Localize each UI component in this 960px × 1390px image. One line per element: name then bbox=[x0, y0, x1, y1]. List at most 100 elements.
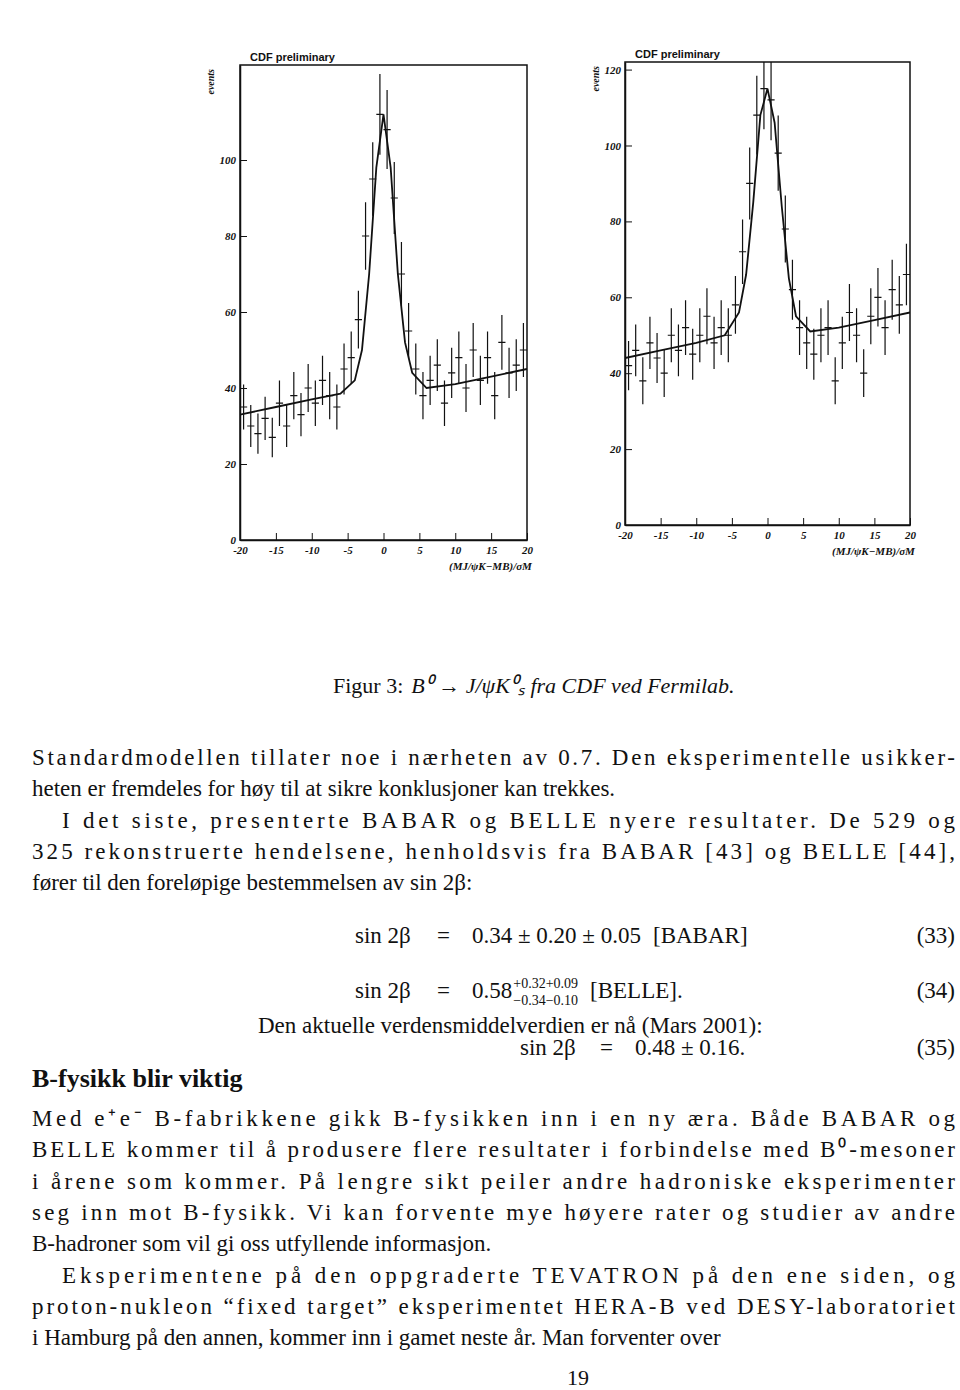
error-bar-point bbox=[419, 372, 426, 419]
x-tick-mark bbox=[527, 533, 528, 540]
y-axis-title: events bbox=[205, 69, 216, 95]
error-bar-point bbox=[462, 364, 469, 412]
equation-relation: = bbox=[600, 1035, 613, 1060]
y-tick: 80 bbox=[225, 230, 247, 242]
x-tick-label: 10 bbox=[450, 544, 462, 556]
x-tick-mark bbox=[276, 533, 277, 540]
x-tick: -15 bbox=[269, 533, 284, 556]
error-bar-point bbox=[455, 331, 462, 383]
equation-rhs: 0.34 ± 0.20 ± 0.05 bbox=[472, 923, 641, 948]
x-tick-mark bbox=[384, 533, 385, 540]
equation-lhs: sin 2β bbox=[355, 923, 411, 948]
error-bar-point bbox=[498, 315, 505, 370]
y-tick-label: 0 bbox=[231, 534, 237, 546]
text-line: BELLE kommer til å produsere flere resul… bbox=[32, 1137, 955, 1162]
page: -20-15-10-505101520020406080100CDF preli… bbox=[0, 0, 960, 1390]
x-tick-mark bbox=[732, 518, 733, 525]
x-tick-mark bbox=[455, 533, 456, 540]
error-bar-point bbox=[355, 291, 362, 349]
error-bar-point bbox=[470, 323, 477, 377]
text-line: 325 rekonstruerte hendelsene, henholdsvi… bbox=[32, 839, 955, 864]
x-tick: 20 bbox=[521, 533, 534, 556]
text-line: i Hamburg på den annen, kommer inn i gam… bbox=[32, 1325, 721, 1350]
error-bar-point bbox=[625, 341, 632, 390]
error-bar-point bbox=[398, 242, 405, 306]
error-bar-point bbox=[782, 196, 789, 263]
x-tick: 20 bbox=[904, 518, 917, 541]
y-tick-label: 20 bbox=[224, 458, 237, 470]
x-tick-label: -15 bbox=[269, 544, 284, 556]
error-bar-point bbox=[632, 325, 639, 377]
y-tick-mark bbox=[625, 70, 632, 71]
y-tick: 0 bbox=[616, 519, 633, 531]
x-tick-mark bbox=[874, 518, 875, 525]
error-bar-point bbox=[639, 357, 646, 404]
equation-rhs: 0.48 ± 0.16. bbox=[635, 1035, 745, 1060]
error-bar-point bbox=[711, 317, 718, 369]
y-tick: 60 bbox=[225, 306, 247, 318]
y-tick-mark bbox=[625, 297, 632, 298]
error-bar-point bbox=[846, 284, 853, 341]
x-tick-label: 15 bbox=[869, 529, 881, 541]
error-bar-point bbox=[810, 329, 817, 380]
y-axis-line bbox=[625, 63, 627, 526]
error-bar-point bbox=[333, 385, 340, 430]
x-tick-label: 20 bbox=[904, 529, 917, 541]
x-tick-label: 10 bbox=[834, 529, 846, 541]
x-axis: -20-15-10-505101520 bbox=[618, 518, 916, 541]
y-tick-label: 40 bbox=[224, 382, 237, 394]
y-tick-label: 120 bbox=[605, 64, 622, 76]
error-bar-point bbox=[434, 339, 441, 391]
x-tick: 15 bbox=[486, 533, 498, 556]
error-bar-point bbox=[491, 372, 498, 419]
x-tick-mark bbox=[696, 518, 697, 525]
x-tick: -10 bbox=[305, 533, 320, 556]
x-tick-mark bbox=[312, 533, 313, 540]
x-tick-mark bbox=[661, 518, 662, 525]
marks bbox=[240, 74, 527, 457]
x-tick-mark bbox=[910, 518, 911, 525]
equation-number: (34) bbox=[917, 978, 955, 1003]
section-heading: B-fysikk blir viktig bbox=[32, 1064, 242, 1093]
equation-lhs: sin 2β bbox=[520, 1035, 576, 1060]
error-bar-point bbox=[796, 300, 803, 355]
error-bar-point bbox=[889, 260, 896, 320]
error-bar-point bbox=[283, 405, 290, 447]
error-bar-point bbox=[817, 308, 824, 362]
caption-text: B⁰ → J/ψK⁰ₛ fra CDF ved Fermilab. bbox=[411, 673, 734, 698]
error-bar-point bbox=[903, 244, 910, 305]
error-bar-point bbox=[725, 308, 732, 362]
marks bbox=[625, 62, 910, 404]
equation-relation: = bbox=[437, 923, 450, 948]
chart: -20-15-10-505101520020406080100CDF preli… bbox=[205, 51, 534, 573]
x-tick-label: 20 bbox=[521, 544, 534, 556]
error-bar-point bbox=[668, 308, 675, 362]
x-tick-label: 0 bbox=[765, 529, 771, 541]
caption-label: Figur 3: bbox=[333, 673, 403, 698]
y-tick-label: 60 bbox=[610, 291, 622, 303]
x-tick: 0 bbox=[765, 518, 771, 541]
x-tick: -5 bbox=[728, 518, 738, 541]
y-axis: 020406080100 bbox=[220, 66, 248, 547]
chart: -20-15-10-505101520020406080100120CDF pr… bbox=[590, 48, 917, 558]
y-tick-mark bbox=[240, 160, 247, 161]
equation-lower-error: −0.34−0.10 bbox=[513, 993, 578, 1008]
page-number: 19 bbox=[567, 1365, 589, 1390]
error-bar-point bbox=[654, 333, 661, 383]
x-tick-label: 15 bbox=[486, 544, 498, 556]
x-tick-mark bbox=[803, 518, 804, 525]
x-axis-title: (MJ/ψK−MB)/σM bbox=[832, 545, 916, 558]
equation-note: [BABAR] bbox=[653, 923, 748, 948]
text-line: Standardmodellen tillater noe i nærheten… bbox=[32, 745, 955, 770]
plot-frame bbox=[240, 65, 527, 540]
error-bar-point bbox=[448, 348, 455, 398]
error-bar-point bbox=[262, 397, 269, 440]
y-tick: 20 bbox=[609, 443, 632, 455]
text-line: i årene som kommer. På lengre sikt peile… bbox=[32, 1169, 955, 1194]
x-tick: -5 bbox=[344, 533, 354, 556]
y-tick: 120 bbox=[605, 64, 633, 76]
y-tick: 80 bbox=[610, 215, 632, 227]
x-tick-label: -10 bbox=[689, 529, 704, 541]
text-line: fører til den foreløpige bestemmelsen av… bbox=[32, 870, 472, 895]
text-line: Eksperimentene på den oppgraderte TEVATR… bbox=[62, 1263, 956, 1288]
